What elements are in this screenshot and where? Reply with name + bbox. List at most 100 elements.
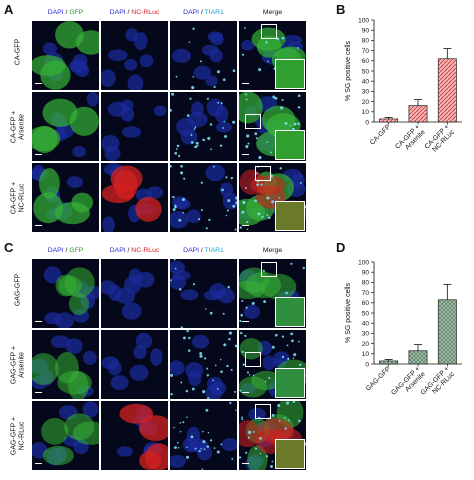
- y-tick-label: 10: [362, 351, 370, 358]
- micrograph-c-r2-tiar: [170, 330, 237, 399]
- panel-letter-b: B: [336, 2, 346, 17]
- column-header-part: /: [125, 9, 132, 16]
- x-tick-label-3: GAG-GFP +NC-RLuc: [420, 365, 457, 396]
- micrograph-a-r2-tiar: [170, 92, 237, 161]
- column-header-part: DAPI: [109, 9, 126, 16]
- column-header-part: DAPI: [109, 247, 126, 254]
- scale-bar: [242, 153, 249, 155]
- region-of-interest-box: [255, 166, 271, 181]
- x-tick-label-2: CA-GFP +Arsenite: [394, 123, 427, 151]
- bar-2: [408, 105, 428, 123]
- scale-bar: [35, 153, 42, 155]
- row-label-a-2: CA-GFP + Arsenite: [10, 110, 25, 143]
- micrograph-c-r2-gfp: [32, 330, 99, 399]
- column-header-a-4: Merge: [239, 9, 306, 16]
- micrograph-c-r3-gfp: [32, 401, 99, 470]
- y-tick-label: 70: [362, 48, 370, 55]
- row-label-c-3: GAG-GFP + NC-RLuc: [10, 416, 25, 455]
- bar-3: [437, 299, 457, 365]
- column-header-c-1: DAPI / GFP: [32, 247, 99, 254]
- column-header-a-2: DAPI / NC-RLuc: [101, 9, 168, 16]
- x-tick-label-line: CA-GFP: [369, 123, 392, 146]
- row-label-c-1: GAG-GFP: [14, 273, 21, 306]
- scale-bar: [35, 462, 42, 464]
- micrograph-a-r1-gfp: [32, 21, 99, 90]
- micrograph-a-r2-rluc: [101, 92, 168, 161]
- y-tick-label: 20: [362, 341, 370, 348]
- bar-chart-b: 0 10 20 30 40 50 60 70 80 90 100 % SG positive cell…: [345, 17, 462, 153]
- region-of-interest-box: [261, 262, 277, 277]
- y-axis-label: % SG positive cells: [345, 283, 352, 343]
- y-tick-label: 0: [365, 119, 369, 126]
- panel-letter-c: C: [4, 240, 14, 255]
- region-of-interest-box: [245, 114, 261, 129]
- y-tick-label: 80: [362, 38, 370, 45]
- micrograph-c-r3-merge: [239, 401, 306, 470]
- y-tick-label: 50: [362, 310, 370, 317]
- column-header-c-2: DAPI / NC-RLuc: [101, 247, 168, 254]
- bar-3: [437, 58, 457, 123]
- micrograph-a-r1-merge: [239, 21, 306, 90]
- bar-1: [379, 118, 399, 123]
- bar-2: [408, 350, 428, 365]
- y-tick-label: 60: [362, 300, 370, 307]
- y-tick-label: 80: [362, 280, 370, 287]
- region-of-interest-box: [255, 404, 271, 419]
- column-header-part: DAPI: [47, 9, 64, 16]
- y-tick-label: 90: [362, 28, 370, 35]
- y-tick-label: 30: [362, 331, 370, 338]
- column-header-part: NC-RLuc: [131, 9, 160, 16]
- y-tick-label: 10: [362, 109, 370, 116]
- x-tick-label-1: CA-GFP: [369, 123, 392, 146]
- scale-bar: [242, 391, 249, 393]
- micrograph-c-r1-tiar: [170, 259, 237, 328]
- scale-bar: [35, 224, 42, 226]
- column-header-part: Merge: [262, 9, 283, 16]
- column-header-part: /: [199, 247, 205, 254]
- zoomed-inset: [275, 368, 305, 398]
- x-tick-label-line: GAG-GFP: [365, 365, 392, 392]
- column-header-part: DAPI: [183, 9, 200, 16]
- scale-bar: [35, 391, 42, 393]
- micrograph-c-r3-rluc: [101, 401, 168, 470]
- column-header-part: GFP: [69, 9, 84, 16]
- x-tick-label-2: GAG-GFP +Arsenite: [390, 365, 427, 396]
- column-header-part: TIAR1: [204, 9, 224, 16]
- column-header-part: DAPI: [183, 247, 200, 254]
- column-header-part: TIAR1: [204, 247, 224, 254]
- y-axis-label: % SG positive cells: [345, 41, 352, 101]
- scale-bar: [242, 462, 249, 464]
- y-tick-label: 20: [362, 99, 370, 106]
- zoomed-inset: [275, 201, 305, 231]
- micrograph-a-r3-merge: [239, 163, 306, 232]
- x-tick-label-1: GAG-GFP: [365, 365, 392, 392]
- scale-bar: [35, 82, 42, 84]
- column-header-part: Merge: [262, 247, 283, 254]
- column-header-c-3: DAPI / TIAR1: [170, 247, 237, 254]
- row-label-a-1: CA-GFP: [14, 38, 21, 65]
- y-tick-label: 100: [358, 259, 369, 266]
- y-tick-label: 90: [362, 270, 370, 277]
- micrograph-c-r1-rluc: [101, 259, 168, 328]
- micrograph-c-r1-merge: [239, 259, 306, 328]
- column-header-c-4: Merge: [239, 247, 306, 254]
- y-tick-label: 30: [362, 89, 370, 96]
- zoomed-inset: [275, 297, 305, 327]
- micrograph-a-r3-rluc: [101, 163, 168, 232]
- y-tick-label: 60: [362, 58, 370, 65]
- micrograph-c-r1-gfp: [32, 259, 99, 328]
- y-tick-label: 70: [362, 290, 370, 297]
- micrograph-c-r3-tiar: [170, 401, 237, 470]
- x-tick-label-3: CA-GFP +NC-RLuc: [424, 123, 457, 153]
- row-label-a-3: CA-GFP + NC-RLuc: [10, 181, 25, 214]
- micrograph-a-r3-gfp: [32, 163, 99, 232]
- panel-letter-d: D: [336, 240, 346, 255]
- scale-bar: [35, 320, 42, 322]
- micrograph-c-r2-rluc: [101, 330, 168, 399]
- column-header-a-3: DAPI / TIAR1: [170, 9, 237, 16]
- column-header-a-1: DAPI / GFP: [32, 9, 99, 16]
- column-header-part: /: [125, 247, 132, 254]
- micrograph-a-r3-tiar: [170, 163, 237, 232]
- panel-letter-a: A: [4, 2, 14, 17]
- bar-1: [379, 360, 399, 365]
